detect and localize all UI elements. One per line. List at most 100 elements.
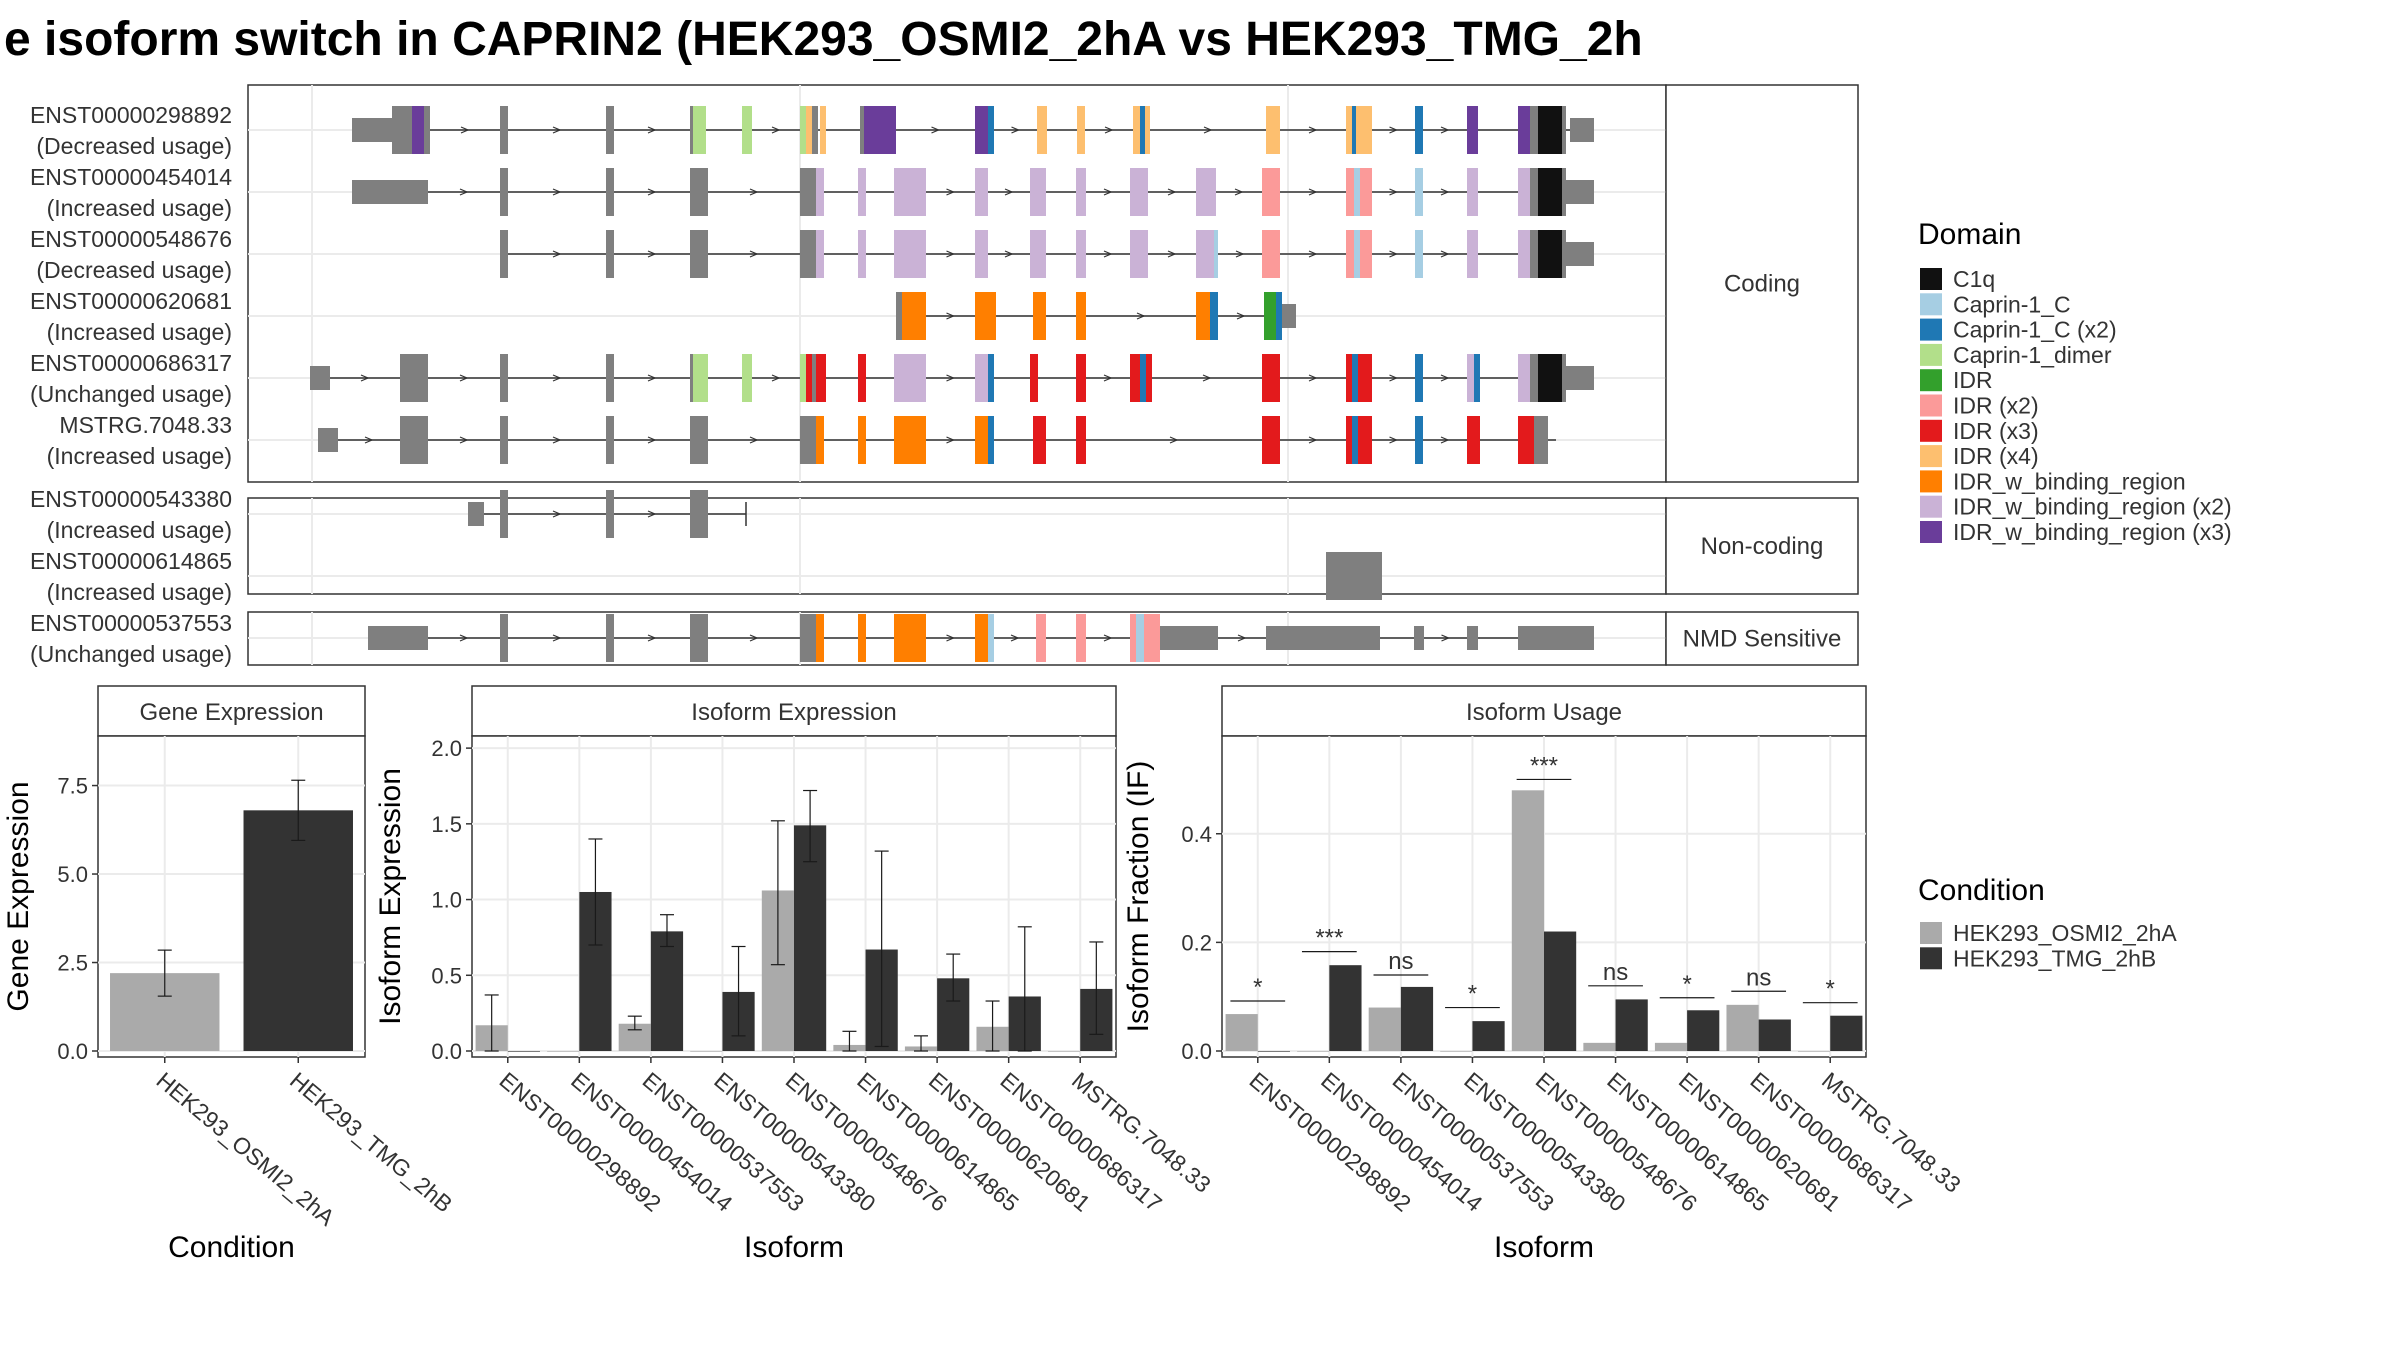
isoform-id-label: ENST00000614865 xyxy=(30,548,232,574)
bar xyxy=(1830,1015,1863,1051)
direction-arrow xyxy=(1308,188,1318,196)
exon-block xyxy=(800,614,816,662)
legend-swatch xyxy=(1920,445,1942,468)
legend-label: IDR (x3) xyxy=(1953,418,2039,444)
gene-structure-nmd-panel: NMD Sensitive ENST00000537553 (Unchanged u… xyxy=(30,610,1859,667)
exon-block xyxy=(1562,168,1566,216)
direction-arrow xyxy=(552,510,562,518)
y-tick-label: 7.5 xyxy=(57,774,88,799)
direction-arrow xyxy=(1308,126,1318,134)
direction-arrow xyxy=(946,312,956,320)
chart-isoform-expression: Isoform Expression 0.0 0.5 1.0 1.5 2.0 Isoform… xyxy=(374,685,1216,1264)
legend-swatch xyxy=(1920,470,1942,493)
exon-block xyxy=(1346,106,1352,154)
facet-strip xyxy=(1665,84,1859,483)
direction-arrow xyxy=(1308,374,1318,382)
direction-arrow xyxy=(1237,634,1247,642)
direction-arrow xyxy=(647,126,657,134)
exon-block xyxy=(1030,354,1038,402)
bar xyxy=(1654,1042,1688,1051)
exon-block xyxy=(1467,106,1478,154)
exon-block xyxy=(1538,106,1562,154)
bar xyxy=(1297,1051,1330,1052)
panel-strip xyxy=(1221,685,1867,737)
direction-arrow xyxy=(1440,250,1450,258)
gene-structure: Coding ENST00000298892(Decreased usage) EN… xyxy=(30,84,1859,667)
direction-arrow xyxy=(1167,250,1177,258)
exon-block xyxy=(975,106,988,154)
exon-block xyxy=(606,614,614,662)
exon-block xyxy=(1467,354,1474,402)
direction-arrow xyxy=(946,374,956,382)
utr-block xyxy=(368,626,428,650)
exon-block xyxy=(894,230,926,278)
exon-block xyxy=(820,106,826,154)
exon-block xyxy=(1562,354,1566,402)
gene-structure-coding-panel: Coding ENST00000298892(Decreased usage) EN… xyxy=(30,84,1859,483)
exon-block xyxy=(690,230,708,278)
direction-arrow xyxy=(1103,634,1113,642)
exon-block xyxy=(1210,292,1218,340)
exon-block xyxy=(1326,552,1382,600)
exon-block xyxy=(1033,416,1046,464)
exon-block xyxy=(690,416,708,464)
exon-block xyxy=(1346,354,1352,402)
exon-block xyxy=(400,354,408,402)
direction-arrow xyxy=(459,436,469,444)
direction-arrow xyxy=(946,436,956,444)
exon-block xyxy=(408,354,428,402)
exon-block xyxy=(1346,168,1354,216)
exon-block xyxy=(800,354,806,402)
utr-block xyxy=(352,180,428,204)
isoform-track-ENST00000298892: ENST00000298892 (Decreased usage) xyxy=(30,102,1594,159)
direction-arrow xyxy=(1010,634,1020,642)
exon-block xyxy=(812,354,816,402)
direction-arrow xyxy=(647,250,657,258)
exon-block xyxy=(988,106,994,154)
exon-block xyxy=(988,614,994,662)
exon-block xyxy=(1136,614,1144,662)
bar xyxy=(1472,1021,1505,1051)
exon-block xyxy=(1530,354,1538,402)
exon-block xyxy=(1538,354,1562,402)
bar xyxy=(1511,790,1544,1051)
legend-label: IDR (x2) xyxy=(1953,393,2039,419)
isoform-track-MSTRG.7048.33: MSTRG.7048.33 (Increased usage) xyxy=(47,412,1556,469)
exon-block xyxy=(742,106,752,154)
panel-frame xyxy=(247,497,1667,595)
bar xyxy=(1583,1042,1616,1051)
exon-block xyxy=(858,614,866,662)
direction-arrow xyxy=(1389,126,1399,134)
legend-swatch xyxy=(1920,268,1942,290)
significance-label: * xyxy=(1826,976,1835,1003)
exon-block xyxy=(1352,354,1358,402)
exon-block xyxy=(1562,230,1566,278)
exon-block xyxy=(1415,168,1423,216)
exon-block xyxy=(1262,354,1280,402)
exon-block xyxy=(1130,354,1140,402)
significance-label: * xyxy=(1682,971,1691,998)
exon-block xyxy=(902,292,926,340)
exon-block xyxy=(1467,168,1478,216)
isoform-track-ENST00000614865: ENST00000614865 (Increased usage) xyxy=(30,548,1382,605)
direction-arrow xyxy=(1236,312,1246,320)
utr-block xyxy=(1518,626,1594,650)
exon-block xyxy=(1530,168,1538,216)
utr-block xyxy=(468,502,484,526)
exon-block xyxy=(1077,106,1085,154)
y-tick-label: 1.5 xyxy=(431,812,462,837)
direction-arrow xyxy=(1136,312,1146,320)
bar xyxy=(1329,965,1362,1051)
y-tick-label: 2.5 xyxy=(57,951,88,976)
exon-block xyxy=(816,168,824,216)
direction-arrow xyxy=(459,188,469,196)
exon-block xyxy=(1538,168,1562,216)
direction-arrow xyxy=(1234,188,1244,196)
legend-label: IDR xyxy=(1953,367,1993,393)
bar xyxy=(1726,1004,1759,1051)
exon-block xyxy=(1562,106,1566,154)
isoform-track-ENST00000686317: ENST00000686317 (Unchanged usage) xyxy=(30,350,1594,407)
facet-strip-label: Coding xyxy=(1724,271,1800,298)
